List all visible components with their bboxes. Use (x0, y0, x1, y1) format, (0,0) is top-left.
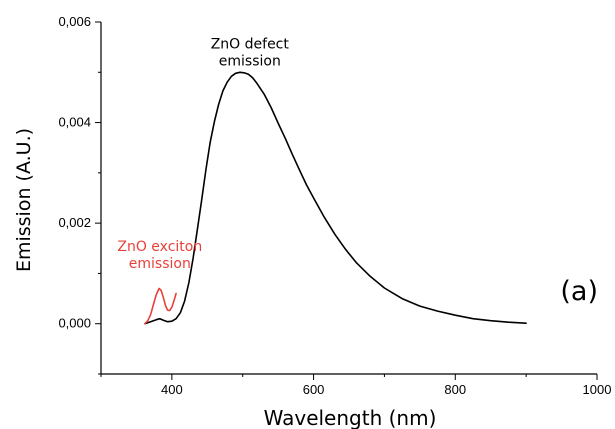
y-tick-label: 0,004 (58, 115, 91, 130)
x-tick-label: 600 (303, 382, 325, 397)
x-tick-label: 800 (444, 382, 466, 397)
series-line-1 (145, 72, 526, 323)
series-layer (145, 72, 526, 323)
annotation-line: ZnO defect (211, 37, 290, 53)
axes: 400 600 800 1000 0,000 0,002 0,004 0,006 (58, 14, 611, 397)
y-tick-label: 0,002 (58, 215, 91, 230)
annotation-line: emission (219, 54, 281, 70)
y-axis-title: Emission (A.U.) (13, 128, 35, 272)
x-tick-label: 1000 (583, 382, 612, 397)
x-tick-label: 400 (161, 382, 183, 397)
annotation-2: ZnO exciton emission (117, 239, 202, 272)
annotation-1: ZnO defect emission (211, 37, 290, 70)
y-tick-label: 0,000 (58, 316, 91, 331)
annotation-line: ZnO exciton (117, 239, 202, 255)
annotation-line: emission (129, 256, 191, 272)
panel-label: (a) (560, 276, 598, 307)
x-axis-title: Wavelength (nm) (264, 406, 437, 429)
y-tick-label: 0,006 (58, 14, 91, 29)
